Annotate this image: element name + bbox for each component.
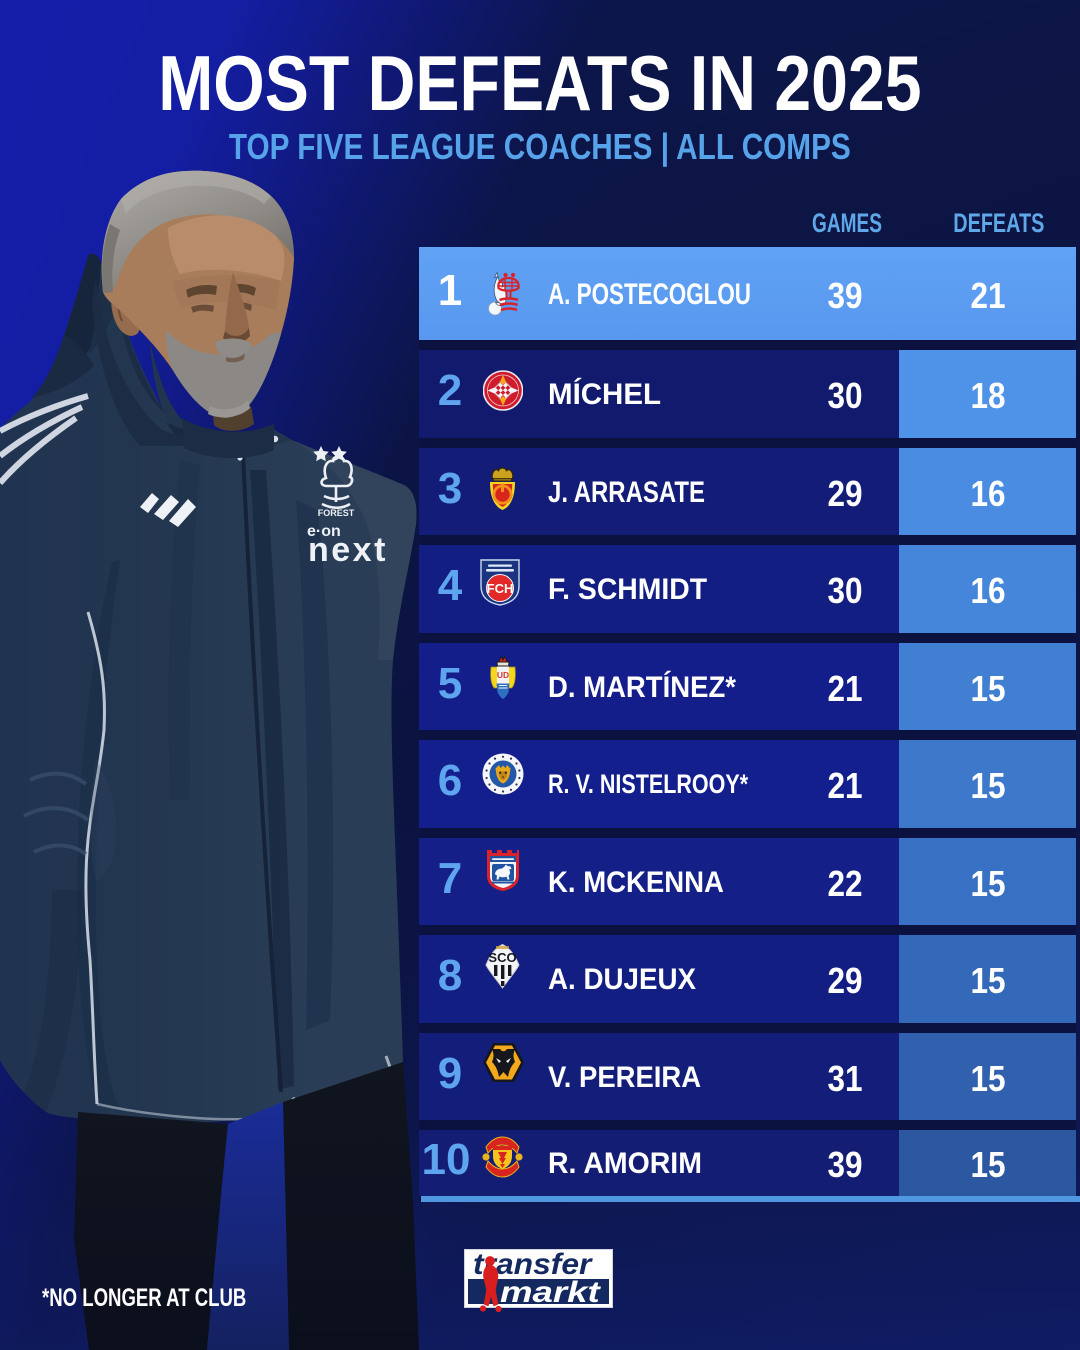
svg-text:FCH: FCH (487, 581, 514, 596)
svg-text:UD: UD (497, 670, 509, 680)
svg-text:next: next (308, 531, 388, 569)
svg-text:e·on: e·on (307, 523, 341, 540)
svg-text:SCO: SCO (488, 950, 516, 965)
svg-text:FOREST: FOREST (318, 508, 355, 518)
